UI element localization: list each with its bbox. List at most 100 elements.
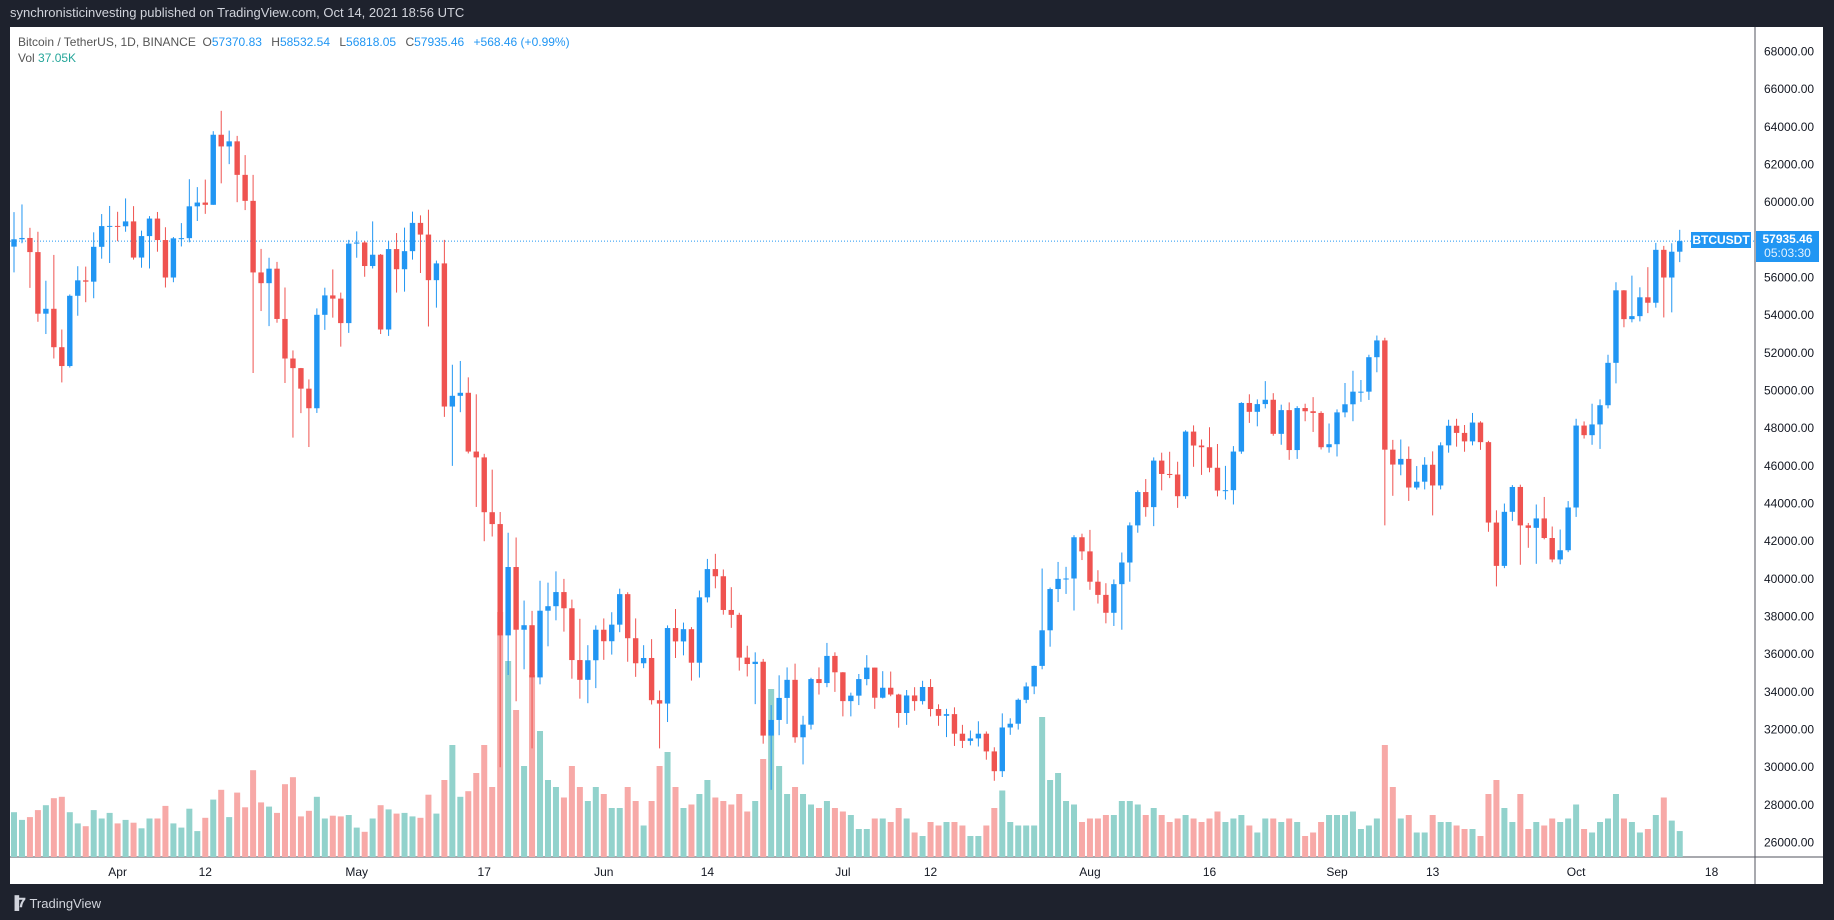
y-tick-label: 44000.00	[1764, 497, 1814, 511]
candle-body	[1198, 445, 1205, 448]
candle-body	[1597, 405, 1603, 425]
volume-bar	[281, 784, 288, 857]
candle-body	[194, 202, 201, 207]
candle	[521, 600, 527, 670]
candle	[784, 667, 790, 724]
candle-body	[752, 661, 758, 665]
candle-body	[521, 625, 527, 630]
volume-bar	[1509, 822, 1516, 857]
volume-bar	[425, 794, 432, 857]
volume-bar	[704, 780, 711, 857]
candle	[664, 625, 671, 723]
candle	[19, 204, 25, 244]
candle-body	[1589, 424, 1595, 436]
volume-bar	[1318, 822, 1325, 857]
volume-bar	[1421, 832, 1428, 857]
candle	[1079, 533, 1085, 561]
candle-body	[27, 237, 33, 253]
candle	[27, 227, 33, 288]
candle-body	[1031, 665, 1037, 687]
candle	[1605, 354, 1611, 409]
volume-bar	[393, 813, 400, 857]
candle-body	[1238, 402, 1245, 452]
volume-bar	[1039, 717, 1046, 857]
candle	[1669, 243, 1675, 313]
candle-body	[1071, 537, 1077, 579]
volume-bar	[1557, 822, 1564, 857]
volume-bar	[1015, 825, 1022, 857]
candle	[154, 211, 161, 252]
volume-bar	[736, 794, 743, 857]
candle-body	[553, 592, 559, 607]
candle	[369, 221, 376, 269]
candle-body	[1469, 422, 1476, 442]
candle-body	[1350, 391, 1356, 405]
brand-name[interactable]: TradingView	[29, 895, 101, 911]
candle	[67, 294, 73, 368]
candle	[569, 599, 575, 679]
candle-body	[146, 218, 153, 237]
candle	[736, 612, 742, 671]
candle	[473, 394, 479, 507]
candle-body	[561, 592, 567, 609]
volume-label[interactable]: Vol	[18, 51, 35, 65]
candle	[457, 360, 464, 413]
candle-body	[648, 657, 655, 701]
candle	[935, 704, 942, 726]
volume-bar	[457, 796, 464, 857]
candle	[1294, 406, 1300, 459]
volume-bar	[409, 816, 416, 857]
volume-bar	[863, 829, 870, 857]
candle-body	[784, 679, 790, 698]
candle-body	[314, 314, 320, 409]
volume-bar	[1437, 822, 1444, 857]
candle-body	[178, 238, 185, 240]
volume-bar	[1222, 822, 1229, 857]
candle-body	[537, 610, 543, 678]
volume-bar	[1461, 829, 1468, 857]
candle	[1166, 451, 1173, 479]
symbol-title[interactable]: Bitcoin / TetherUS, 1D, BINANCE	[18, 35, 196, 49]
candle-body	[393, 249, 400, 270]
candle	[967, 730, 974, 746]
candle	[752, 652, 758, 705]
candle	[1222, 465, 1229, 500]
candle-body	[792, 679, 798, 738]
volume-bar	[1589, 832, 1596, 857]
volume-bar	[823, 801, 830, 857]
volume-bar	[1349, 811, 1356, 857]
volume-bar	[1533, 822, 1540, 857]
volume-bar	[321, 818, 328, 857]
candle-body	[911, 695, 918, 702]
candle-body	[919, 686, 926, 702]
candle-body	[688, 629, 695, 663]
close-value: 57935.46	[414, 35, 465, 49]
candle	[632, 618, 639, 677]
candle	[1629, 275, 1635, 323]
candle	[1485, 440, 1492, 532]
x-tick-label: May	[345, 865, 368, 879]
candle	[194, 187, 201, 222]
candle-body	[1214, 467, 1221, 491]
candle	[808, 677, 814, 730]
volume-bar	[465, 791, 472, 857]
chart-panel[interactable]	[10, 27, 1823, 884]
x-tick-label: 12	[924, 865, 938, 879]
candle-body	[67, 295, 73, 367]
candle-body	[377, 254, 384, 330]
y-tick-label: 38000.00	[1764, 610, 1814, 624]
volume-bar	[82, 826, 89, 857]
candle-body	[1063, 578, 1069, 580]
candle-body	[872, 667, 878, 698]
candle-body	[816, 679, 822, 684]
tradingview-logo-icon[interactable]: ▐𝟕	[10, 895, 25, 910]
candle	[1023, 682, 1029, 704]
candle	[481, 453, 487, 542]
x-tick-label: Jun	[594, 865, 613, 879]
candle	[1127, 522, 1133, 582]
candle	[1262, 381, 1268, 409]
candle	[1055, 561, 1061, 603]
candle	[529, 610, 535, 749]
candle	[1103, 583, 1109, 624]
